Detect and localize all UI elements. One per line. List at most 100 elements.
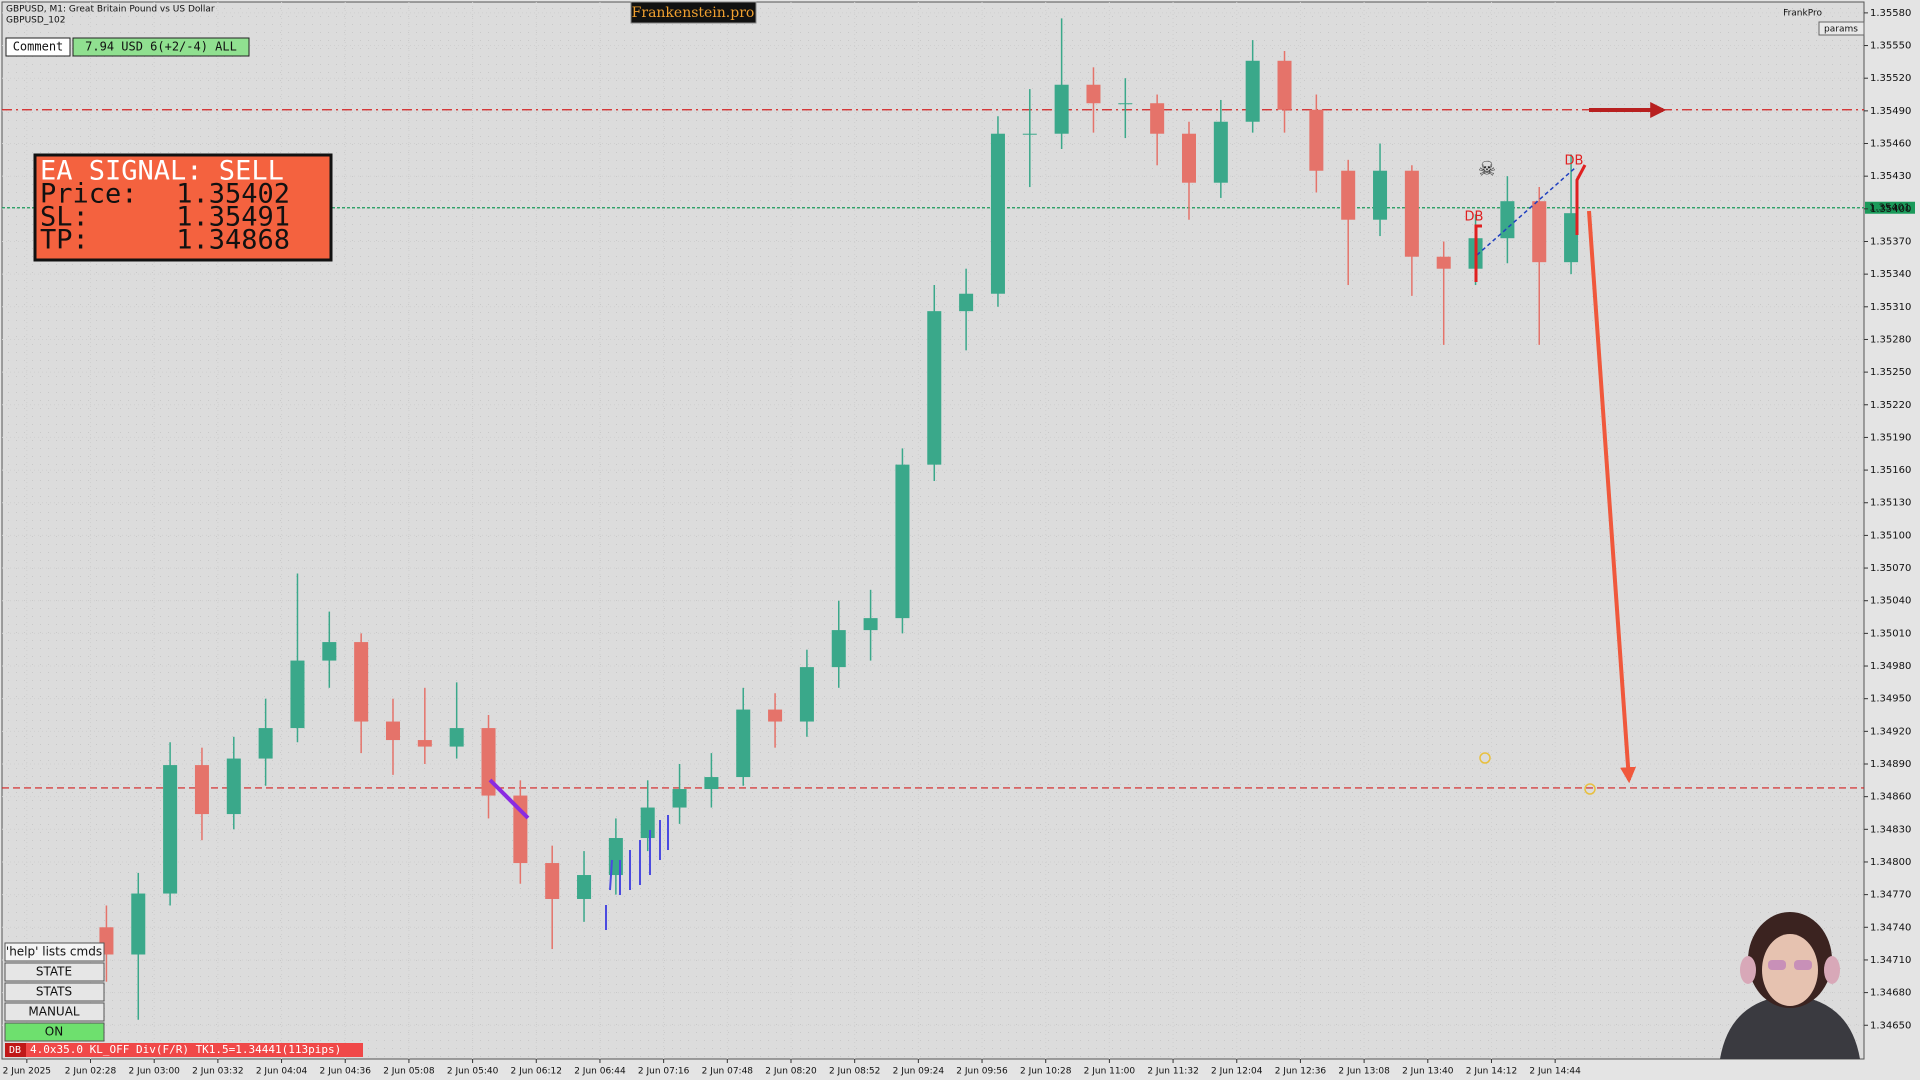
y-tick-label: 1.34830	[1870, 824, 1911, 835]
candle-body	[1404, 170, 1419, 257]
candle-body	[895, 464, 910, 619]
candle-body	[1277, 60, 1292, 110]
candle-body	[1150, 103, 1165, 134]
brand-box	[630, 1, 757, 24]
candle-body	[640, 807, 655, 839]
params-button[interactable]	[1818, 21, 1865, 36]
params-label: params	[1824, 25, 1858, 35]
candle-body	[799, 667, 814, 722]
x-tick-label: 2 Jun 11:00	[1084, 1067, 1136, 1077]
candle-body	[545, 863, 560, 899]
account-label: GBPUSD_102	[6, 16, 65, 26]
x-tick-label: 2 Jun 12:36	[1275, 1067, 1327, 1077]
candle-body	[1181, 133, 1196, 183]
indicator-bars	[605, 815, 669, 930]
button-label: MANUAL	[28, 1005, 80, 1019]
comment-label: Comment	[13, 40, 64, 54]
x-tick-label: 2 Jun 07:16	[638, 1067, 690, 1077]
y-tick-label: 1.34680	[1870, 988, 1911, 999]
indicator-arrow	[488, 778, 530, 820]
stats-button[interactable]	[4, 982, 105, 1002]
comment-value-box	[72, 37, 250, 57]
x-tick-label: 2 Jun 08:20	[765, 1067, 817, 1077]
candle-body	[704, 777, 719, 790]
candle-body	[1118, 103, 1133, 105]
candle-body	[1086, 84, 1101, 104]
y-tick-label: 1.35490	[1870, 106, 1911, 117]
candle-body	[417, 740, 432, 747]
signal-value: 1.35402	[176, 179, 290, 210]
y-tick-label: 1.35070	[1870, 563, 1911, 574]
status-text: 4.0x35.0 KL_OFF Div(F/R) TK1.5=1.34441(1…	[30, 1043, 341, 1056]
symbol-label: GBPUSD, M1: Great Britain Pound vs US Do…	[6, 5, 215, 15]
candle-body	[736, 709, 751, 778]
candle-body	[1213, 121, 1228, 183]
candle-body	[1309, 109, 1324, 171]
candle-body	[1341, 170, 1356, 220]
y-tick-label: 1.35130	[1870, 498, 1911, 509]
candle-body	[1436, 256, 1451, 269]
y-tick-label: 1.34860	[1870, 792, 1911, 803]
y-tick-label: 1.35340	[1870, 269, 1911, 280]
x-tick-label: 2 Jun 02:28	[65, 1067, 117, 1077]
state-button[interactable]	[4, 962, 105, 982]
y-tick-label: 1.35040	[1870, 596, 1911, 607]
signal-title: EA SIGNAL: SELL	[40, 156, 284, 187]
button-label: STATE	[36, 965, 72, 979]
candle-body	[194, 765, 209, 815]
y-tick-label: 1.34710	[1870, 955, 1911, 966]
x-tick-label: 2 Jun 13:08	[1338, 1067, 1390, 1077]
y-tick-label: 1.35250	[1870, 367, 1911, 378]
candle-body	[768, 709, 783, 722]
x-tick-label: 2 Jun 09:24	[893, 1067, 945, 1077]
signal-box	[33, 153, 333, 262]
y-tick-label: 1.34770	[1870, 890, 1911, 901]
y-tick-label: 1.35310	[1870, 302, 1911, 313]
y-tick-label: 1.35550	[1870, 41, 1911, 52]
y-tick-label: 1.35370	[1870, 236, 1911, 247]
candle-body	[258, 728, 273, 759]
candle-body	[1564, 213, 1579, 263]
brand: Frankenstein.pro	[632, 5, 755, 21]
y-tick-label: 1.35520	[1870, 73, 1911, 84]
x-tick-label: 2 Jun 2025	[3, 1067, 51, 1077]
candle-body	[672, 789, 687, 808]
manual-button[interactable]	[4, 1002, 105, 1022]
annotation: DB	[1465, 210, 1484, 225]
signal-value: 1.35491	[176, 202, 290, 233]
button-label: ON	[45, 1025, 63, 1039]
on-button[interactable]	[4, 1022, 105, 1042]
signal-key: SL:	[40, 202, 89, 233]
db-marker	[1474, 164, 1587, 282]
x-tick-label: 2 Jun 06:44	[574, 1067, 626, 1077]
y-tick-label: 1.34920	[1870, 726, 1911, 737]
trend-line	[1476, 167, 1576, 256]
y-tick-label: 1.35580	[1870, 8, 1911, 19]
candle-body	[927, 311, 942, 465]
x-tick-label: 2 Jun 13:40	[1402, 1067, 1454, 1077]
candle-body	[990, 133, 1005, 294]
y-tick-label: 1.35460	[1870, 139, 1911, 150]
x-tick-label: 2 Jun 06:12	[511, 1067, 562, 1077]
x-tick-label: 2 Jun 12:04	[1211, 1067, 1263, 1077]
axes: 1.35580 1.35550 1.35520 1.35490 1.35460 1.354…	[3, 8, 1912, 1077]
avatar	[1720, 912, 1860, 1059]
candle-body	[226, 758, 241, 815]
candle-body	[1532, 201, 1547, 263]
y-tick-label: 1.35100	[1870, 530, 1911, 541]
candle-body	[1245, 60, 1260, 122]
candle-body	[290, 660, 305, 729]
target-icon	[1479, 752, 1491, 764]
price-level-label: 1.35401	[1869, 203, 1910, 214]
candle-body	[959, 293, 974, 312]
y-tick-label: 1.35400	[1870, 204, 1911, 215]
candle-body	[1022, 133, 1037, 135]
candle-body	[863, 618, 878, 631]
button-label: 'help' lists cmds	[6, 945, 102, 959]
y-tick-label: 1.34980	[1870, 661, 1911, 672]
status-tag-box	[5, 1043, 26, 1057]
help-button[interactable]	[4, 942, 105, 962]
target-icon	[1584, 783, 1596, 795]
candle-body	[577, 875, 592, 899]
